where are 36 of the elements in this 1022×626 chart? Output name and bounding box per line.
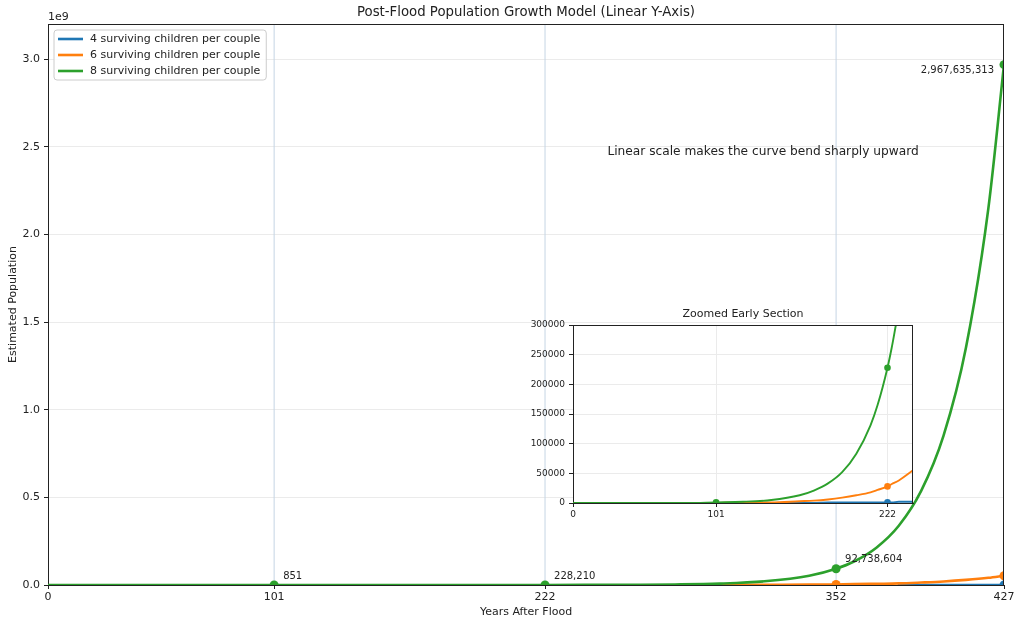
x-tick-label: 101 [263, 590, 285, 604]
x-tick-label: 427 [993, 590, 1015, 604]
annotation: Linear scale makes the curve bend sharply upward [607, 144, 919, 159]
y-tick-label: 150000 [530, 408, 566, 419]
y-tick-label: 300000 [530, 319, 566, 330]
y-tick-label: 3.0 [22, 51, 40, 65]
legend-label: 8 surviving children per couple [90, 63, 261, 77]
x-tick-label: 222 [534, 590, 556, 604]
y-tick-label: 1.5 [22, 314, 40, 328]
annotation: 2,967,635,313 [920, 64, 994, 76]
x-tick-label: 0 [570, 508, 577, 519]
legend-label: 4 surviving children per couple [90, 31, 261, 45]
annotation: 228,210 [554, 569, 596, 581]
y-tick-label: 200000 [530, 378, 566, 389]
y-tick-label: 0.5 [22, 490, 40, 504]
legend-label: 6 surviving children per couple [90, 47, 261, 61]
y-axis-title: Estimated Population [5, 246, 19, 363]
x-axis-title: Years After Flood [478, 604, 573, 618]
y-tick-label: 2.0 [22, 227, 40, 241]
y-tick-label: 250000 [530, 349, 566, 360]
y-tick-label: 0 [559, 497, 566, 508]
y-tick-label: 50000 [536, 467, 566, 478]
text: 1e9 [48, 9, 69, 23]
x-tick-label: 0 [44, 590, 52, 604]
point [884, 364, 891, 372]
x-tick-label: 101 [707, 508, 725, 519]
y-tick-label: 1.0 [22, 402, 40, 416]
x-tick-label: 352 [825, 590, 847, 604]
point [884, 483, 891, 490]
chart-title: Zoomed Early Section [682, 306, 804, 320]
x-tick-label: 222 [878, 508, 897, 519]
y-tick-label: 0.0 [22, 577, 40, 591]
chart-title: Post-Flood Population Growth Model (Linear Y-Axis) [356, 4, 696, 20]
y-tick-label: 100000 [530, 438, 566, 449]
annotation: 851 [283, 569, 303, 581]
y-tick-label: 2.5 [22, 139, 40, 153]
